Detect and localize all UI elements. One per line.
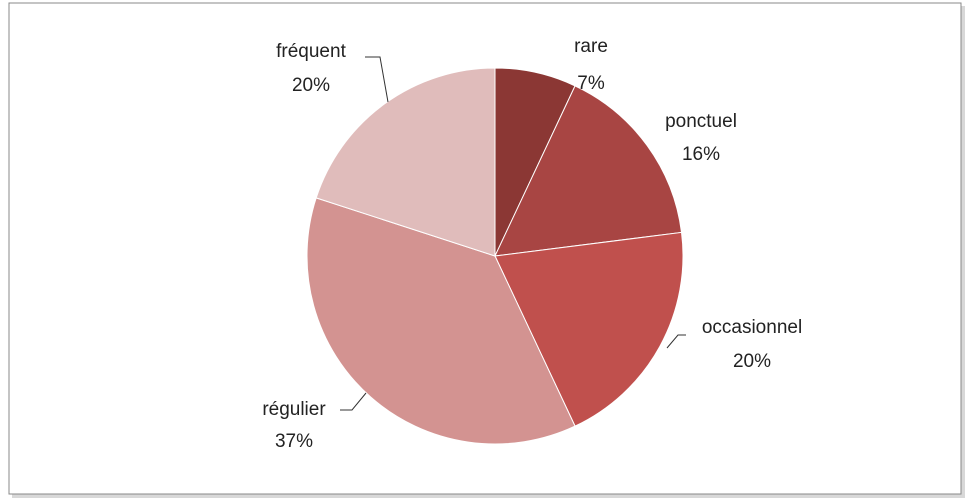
value-label: 20%: [292, 75, 330, 96]
slice-label: régulier: [262, 399, 326, 420]
pie-slice: [315, 67, 496, 257]
leader-line: [365, 56, 389, 103]
value-label: 20%: [733, 351, 771, 372]
leader-line: [340, 392, 367, 411]
value-label: 37%: [275, 431, 313, 452]
pie-slice: [306, 197, 576, 445]
slice-label: ponctuel: [665, 111, 737, 132]
leader-line: [666, 334, 686, 349]
slice-label: occasionnel: [702, 317, 802, 338]
value-label: 7%: [577, 73, 605, 94]
slice-label: fréquent: [276, 41, 346, 62]
slice-label: rare: [574, 36, 608, 57]
pie-slice: [494, 85, 683, 257]
pie-slice: [494, 231, 684, 427]
value-label: 16%: [682, 144, 720, 165]
